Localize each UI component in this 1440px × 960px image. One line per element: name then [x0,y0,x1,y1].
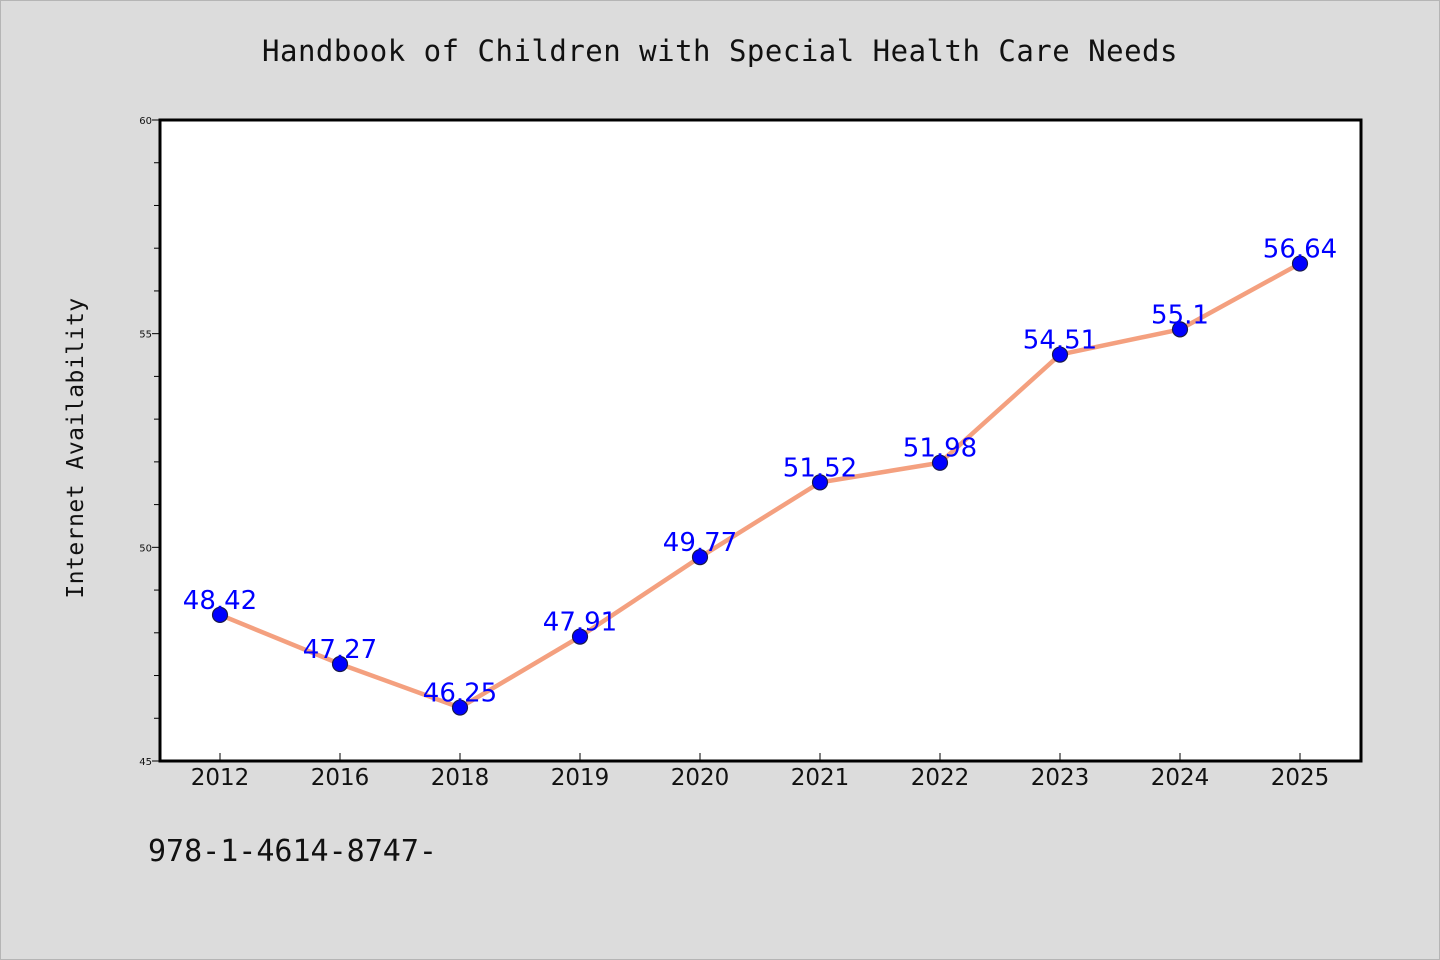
data-point [1291,255,1309,272]
data-label: 49.77 [663,528,737,558]
x-tick-label: 2012 [191,765,250,791]
data-label: 47.91 [543,608,617,638]
x-tick-label: 2025 [1271,765,1330,791]
data-label: 55.1 [1151,300,1209,330]
x-tick-label: 2016 [311,765,370,791]
data-point [1051,346,1069,363]
x-tick-label: 2024 [1151,765,1210,791]
y-tick-label: 45 [139,757,152,768]
data-point [331,655,349,673]
data-point [691,549,709,566]
x-tick-label: 2022 [911,765,970,791]
data-point [451,699,469,716]
data-label: 47.27 [303,635,377,665]
data-point [571,628,589,645]
y-tick-label: 50 [139,543,152,554]
data-point [811,474,829,491]
series-line [219,261,1302,710]
plot-area [158,118,1363,763]
data-point [931,454,949,471]
footer-isbn-text: 978-1-4614-8747- [148,834,437,869]
data-point [211,606,229,623]
series-markers [211,255,1309,716]
data-label: 56.64 [1263,235,1337,265]
x-tick-label: 2023 [1031,765,1090,791]
x-tick-label: 2020 [671,765,730,791]
x-tick-label: 2019 [551,765,610,791]
data-label: 51.98 [903,434,977,464]
data-label: 54.51 [1023,326,1097,356]
y-tick-label: 60 [139,116,152,127]
y-tick-label: 55 [139,330,152,341]
data-label: 48.42 [183,586,257,616]
x-axis: 2012 2016 2018 2019 2020 2021 2022 2023 2024 2025 [191,753,1330,791]
data-label: 46.25 [423,679,497,709]
y-axis: 45 50 55 60 [139,116,160,768]
x-tick-label: 2018 [431,765,490,791]
x-tick-label: 2021 [791,765,850,791]
chart-title: Handbook of Children with Special Health… [262,34,1178,68]
data-labels: 48.42 47.27 46.25 47.91 49.77 51.52 51.98 54.51… [183,235,1337,709]
data-point [1171,321,1189,338]
data-label: 51.52 [783,453,857,483]
